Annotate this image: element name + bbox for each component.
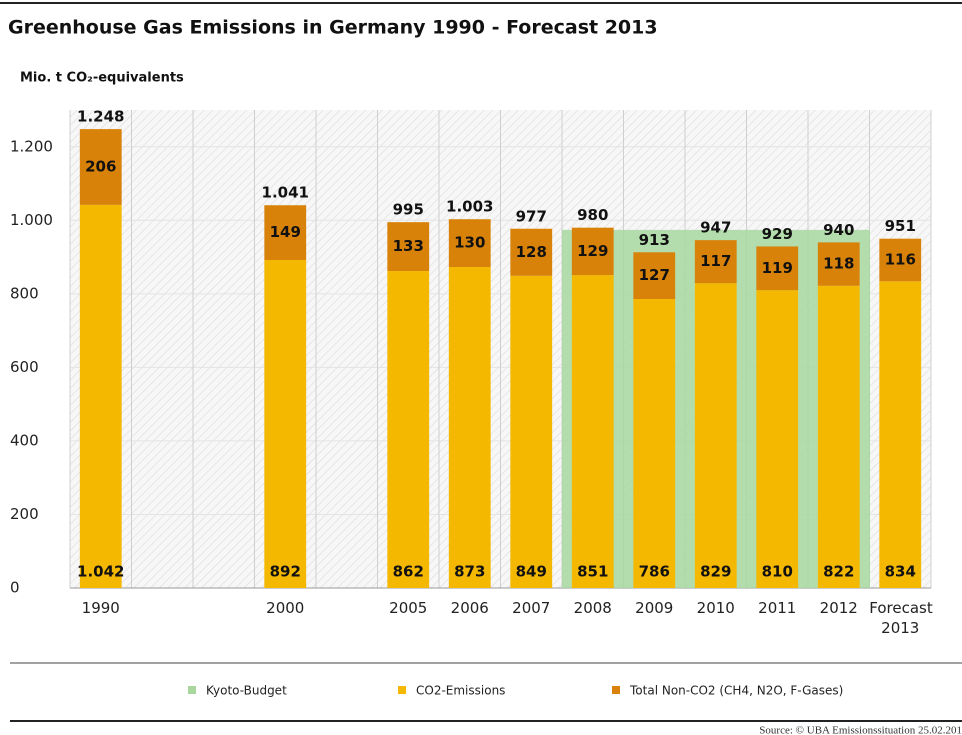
total-label: 940 <box>823 221 854 239</box>
data-label: 133 <box>393 237 424 255</box>
bar-segment <box>571 275 614 588</box>
bar-segment <box>633 252 676 299</box>
x-tick-label: 2008 <box>573 599 612 617</box>
bar-segment <box>817 242 860 286</box>
x-tick-label: 2011 <box>758 599 797 617</box>
data-label: 810 <box>762 563 793 581</box>
legend-swatch <box>398 686 406 694</box>
x-tick-label: 2007 <box>512 599 551 617</box>
x-tick-label: 1990 <box>81 599 120 617</box>
y-tick-label: 800 <box>10 284 39 302</box>
x-tick-label: 2010 <box>696 599 735 617</box>
total-label: 977 <box>516 207 547 225</box>
source: Source: © UBA Emissionssituation 25.02.2… <box>759 725 962 735</box>
total-label: 951 <box>885 217 916 235</box>
bar-segment <box>879 238 922 282</box>
bar-segment <box>448 267 491 588</box>
data-label: 149 <box>270 223 301 241</box>
data-label: 829 <box>700 563 731 581</box>
data-label: 127 <box>639 266 670 284</box>
total-label: 1.248 <box>77 108 124 126</box>
bar-segment <box>79 204 122 588</box>
data-label: 862 <box>393 563 424 581</box>
bar-segment <box>510 275 553 588</box>
data-label: 119 <box>762 259 793 277</box>
bar-segment <box>79 129 122 205</box>
bar-segment <box>571 227 614 276</box>
bar-segment <box>510 228 553 276</box>
bar-segment <box>264 260 307 588</box>
x-tick-label: 2005 <box>389 599 428 617</box>
bar-segment <box>694 240 737 284</box>
total-label: 980 <box>577 206 608 224</box>
data-label: 892 <box>270 563 301 581</box>
data-label: 130 <box>454 234 485 252</box>
bar-segment <box>694 283 737 588</box>
y-axis-title: Mio. t CO₂-equivalents <box>20 71 184 86</box>
data-label: 118 <box>823 255 854 273</box>
legend-swatch <box>612 686 620 694</box>
chart-title: Greenhouse Gas Emissions in Germany 1990… <box>8 17 658 39</box>
data-label: 851 <box>577 563 608 581</box>
total-label: 1.003 <box>446 198 493 216</box>
bar-segment <box>264 205 307 261</box>
legend-label: CO2-Emissions <box>416 684 505 698</box>
x-tick-label: 2009 <box>635 599 674 617</box>
bar-segment <box>756 246 799 291</box>
total-label: 913 <box>639 231 670 249</box>
data-label: 117 <box>700 252 731 270</box>
bar-segment <box>448 219 491 268</box>
y-tick-label: 600 <box>10 358 39 376</box>
data-label: 206 <box>85 157 116 175</box>
total-label: 995 <box>393 201 424 219</box>
data-label: 1.042 <box>77 563 124 581</box>
y-tick-label: 200 <box>10 505 39 523</box>
x-tick-label: 2012 <box>819 599 858 617</box>
y-tick-label: 1.000 <box>10 211 53 229</box>
data-label: 128 <box>516 243 547 261</box>
legend-swatch <box>188 686 196 694</box>
total-label: 947 <box>700 218 731 236</box>
bar-segment <box>387 271 430 588</box>
x-tick-label: Forecast 2013 <box>869 599 933 637</box>
bar-segment <box>756 290 799 588</box>
x-tick-label: 2006 <box>450 599 489 617</box>
data-label: 129 <box>577 242 608 260</box>
total-label: 1.041 <box>262 184 309 202</box>
bar-segment <box>879 281 922 588</box>
bar-segment <box>817 285 860 588</box>
bar-segment <box>633 298 676 588</box>
legend-label: Total Non-CO2 (CH4, N2O, F-Gases) <box>629 684 843 698</box>
data-label: 873 <box>454 563 485 581</box>
y-tick-label: 0 <box>10 579 20 597</box>
y-tick-label: 400 <box>10 431 39 449</box>
bar-segment <box>387 222 430 272</box>
data-label: 834 <box>885 563 916 581</box>
data-label: 786 <box>639 563 670 581</box>
x-tick-label: 2000 <box>266 599 305 617</box>
data-label: 116 <box>885 251 916 269</box>
total-label: 929 <box>762 225 793 243</box>
y-tick-label: 1.200 <box>10 137 53 155</box>
legend-label: Kyoto-Budget <box>206 684 287 698</box>
data-label: 849 <box>516 563 547 581</box>
data-label: 822 <box>823 563 854 581</box>
